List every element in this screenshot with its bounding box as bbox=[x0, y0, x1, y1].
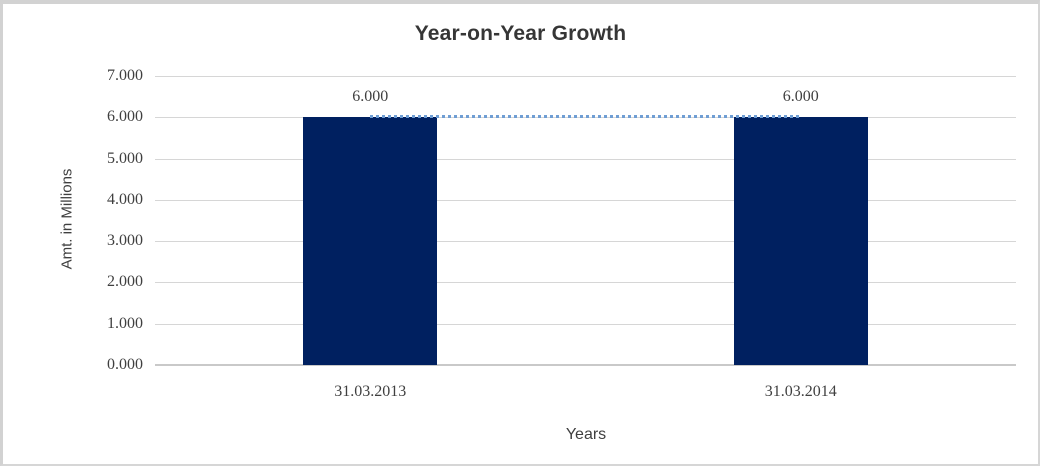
y-tick-label: 6.000 bbox=[107, 108, 143, 126]
gridline bbox=[155, 241, 1016, 243]
x-axis-line bbox=[155, 364, 1016, 366]
y-tick-label: 5.000 bbox=[107, 149, 143, 167]
y-tick-label: 4.000 bbox=[107, 190, 143, 208]
y-axis-title: Amt. in Millions bbox=[58, 168, 76, 270]
data-label: 6.000 bbox=[352, 88, 389, 106]
x-category-label: 31.03.2013 bbox=[334, 383, 407, 400]
bar-31.03.2013 bbox=[303, 117, 438, 365]
y-tick-label: 0.000 bbox=[107, 356, 143, 373]
y-tick-label: 2.000 bbox=[107, 273, 143, 291]
x-axis-title: Years bbox=[565, 426, 607, 443]
bar-31.03.2014 bbox=[733, 117, 868, 365]
connector-dotted-line bbox=[370, 115, 801, 119]
gridline bbox=[155, 158, 1016, 160]
y-tick-label: 7.000 bbox=[107, 67, 143, 84]
x-category-label: 31.03.2014 bbox=[764, 383, 837, 400]
y-tick-label: 1.000 bbox=[107, 314, 143, 332]
gridline bbox=[155, 282, 1016, 284]
chart-title: Year-on-Year Growth bbox=[414, 22, 627, 45]
data-label: 6.000 bbox=[782, 88, 819, 106]
gridline bbox=[155, 323, 1016, 325]
gridline bbox=[155, 199, 1016, 201]
y-tick-label: 3.000 bbox=[107, 232, 143, 250]
plot-area: 0.000 1.000 2.000 3.000 4.000 5.000 6.000 7.000… bbox=[3, 4, 1038, 464]
gridline bbox=[155, 76, 1016, 77]
